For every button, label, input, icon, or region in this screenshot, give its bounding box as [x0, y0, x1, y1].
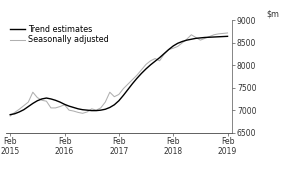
Legend: Trend estimates, Seasonally adjusted: Trend estimates, Seasonally adjusted: [10, 24, 110, 45]
Y-axis label: $m: $m: [266, 9, 279, 18]
